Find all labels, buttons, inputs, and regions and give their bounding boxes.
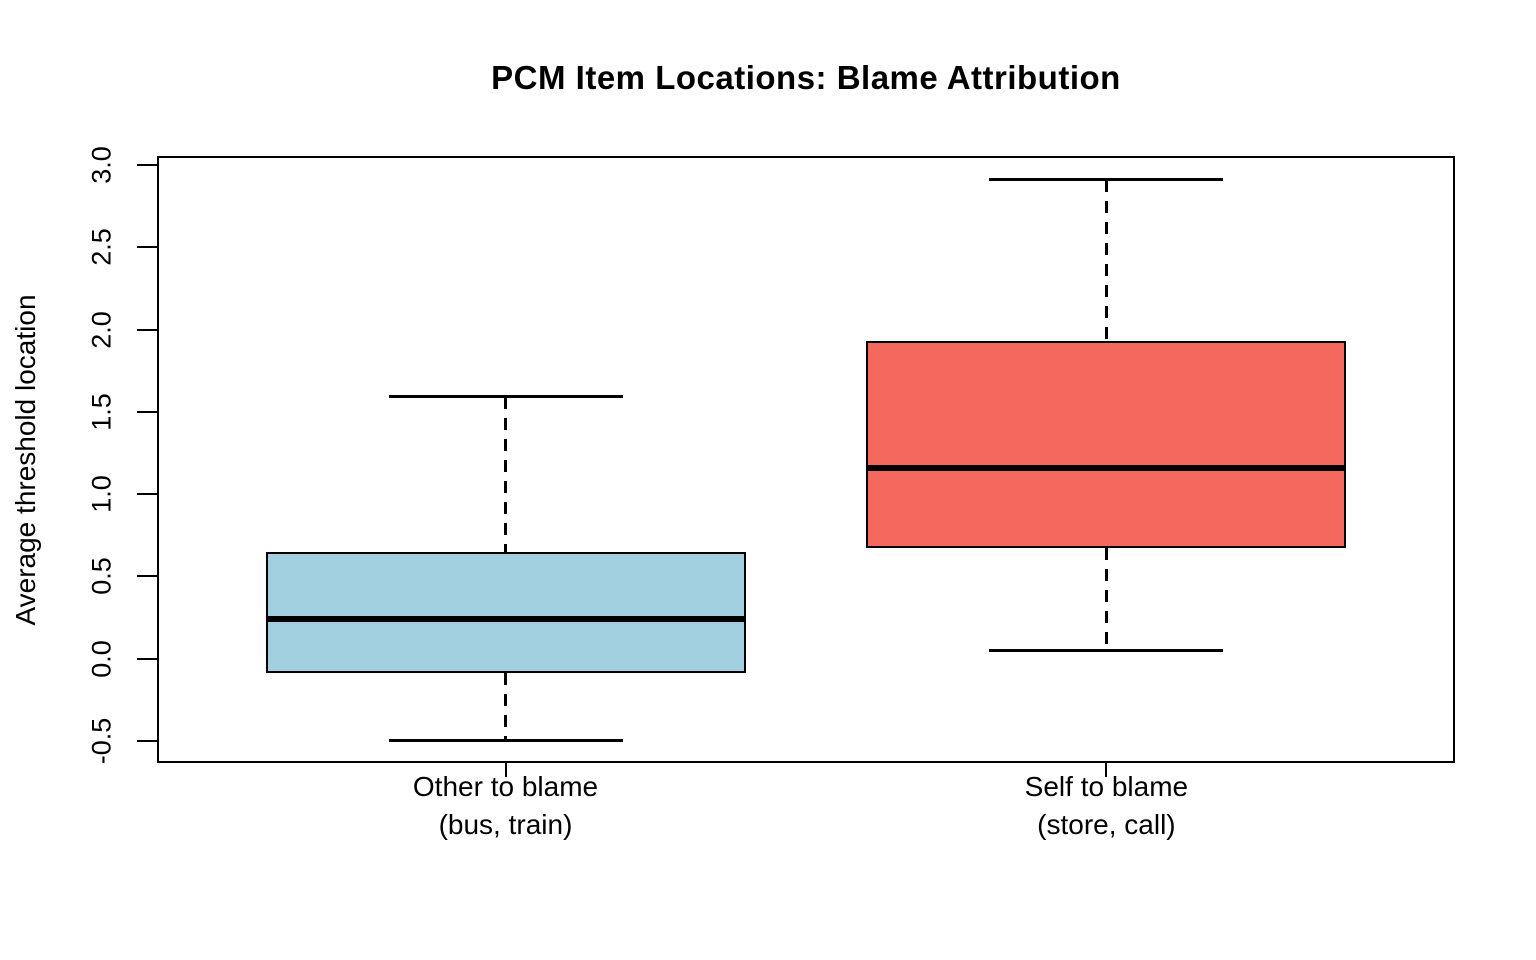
upper-whisker-stem: [1104, 179, 1108, 342]
y-tick-label-text: 0.0: [86, 639, 117, 678]
x-category-label-line1: Other to blame: [412, 771, 599, 802]
y-tick-mark: [137, 493, 157, 496]
y-tick-label-text: 0.5: [86, 557, 117, 596]
box-self-to-blame: [866, 341, 1347, 549]
x-category-label-line1: Self to blame: [1024, 771, 1189, 802]
y-tick-mark: [137, 328, 157, 331]
lower-whisker-stem: [1104, 548, 1108, 651]
box-other-to-blame: [265, 551, 746, 674]
y-tick-mark: [137, 575, 157, 578]
median-line: [265, 616, 746, 623]
y-tick-label-text: 1.0: [86, 475, 117, 513]
y-tick-label-text: 1.5: [86, 393, 117, 431]
y-tick-label-text: 2.0: [86, 310, 117, 349]
y-tick-mark: [137, 410, 157, 413]
lower-whisker-cap: [388, 739, 623, 743]
upper-whisker-cap: [388, 395, 623, 399]
y-tick-mark: [137, 739, 157, 742]
y-tick-mark: [137, 657, 157, 660]
lower-whisker-stem: [504, 673, 507, 741]
y-tick-label-text: 2.5: [86, 228, 117, 267]
x-tick-mark: [1105, 763, 1108, 777]
x-category-label-line2: (bus, train): [438, 809, 573, 840]
lower-whisker-cap: [989, 648, 1224, 652]
chart-title: PCM Item Locations: Blame Attribution: [491, 59, 1121, 96]
y-tick-mark: [137, 246, 157, 249]
median-line: [866, 464, 1347, 471]
upper-whisker-cap: [989, 178, 1224, 182]
y-tick-label-text: 3.0: [86, 146, 117, 184]
y-tick-label-text: -0.5: [86, 717, 117, 765]
upper-whisker-stem: [504, 396, 507, 552]
x-tick-mark: [504, 763, 507, 777]
x-category-label: Self to blame (store, call): [1025, 768, 1188, 844]
x-category-label-line2: (store, call): [1037, 809, 1176, 840]
x-category-label: Other to blame (bus, train): [413, 768, 598, 844]
y-tick-mark: [137, 164, 157, 167]
y-axis-title-text: Average threshold location: [10, 294, 41, 626]
